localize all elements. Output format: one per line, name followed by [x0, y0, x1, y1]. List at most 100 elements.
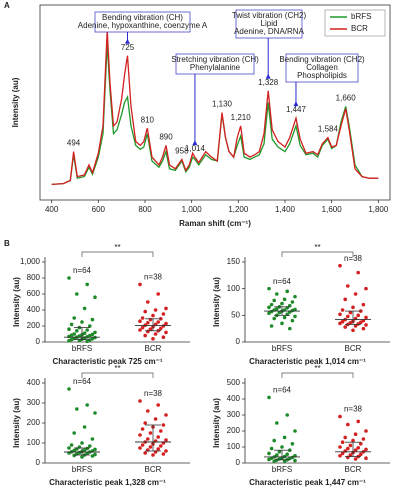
y-tick-label: 400 — [27, 305, 41, 314]
annotation-text: Twist vibration (CH2) — [232, 11, 307, 20]
dot — [346, 284, 350, 288]
annotation-text: Adenine, DNA/RNA — [234, 27, 304, 36]
dot — [143, 421, 147, 425]
x-tick-label: BCR — [345, 465, 362, 474]
dot — [285, 289, 290, 294]
dot — [267, 286, 271, 291]
dot — [72, 431, 76, 435]
x-tick-label: 1,800 — [368, 205, 389, 214]
x-tick-label: 800 — [138, 205, 152, 214]
dot — [280, 301, 284, 306]
y-tick-label: 0 — [236, 458, 241, 467]
dot — [148, 431, 153, 435]
y-tick-label: 0 — [36, 458, 41, 467]
dot — [351, 305, 355, 310]
dot — [69, 322, 74, 327]
dot — [159, 429, 163, 433]
dot — [75, 329, 79, 333]
dot — [343, 435, 348, 440]
dot — [156, 320, 160, 324]
y-tick-label: 500 — [227, 378, 241, 387]
dot — [88, 324, 92, 328]
annotation-text: Phospholipids — [297, 71, 347, 80]
dot — [340, 451, 345, 456]
peak-label: 494 — [67, 139, 81, 148]
y-tick-label: 1,000 — [20, 257, 41, 266]
dot — [146, 329, 150, 334]
y-tick-label: 100 — [27, 438, 41, 447]
dot — [267, 451, 271, 456]
dot — [267, 305, 271, 310]
dot — [353, 457, 358, 461]
y-axis-label: Intensity (au) — [212, 398, 221, 448]
significance-label: ** — [114, 364, 120, 373]
dot — [361, 302, 366, 307]
significance-label: ** — [314, 364, 320, 373]
dot — [82, 331, 87, 336]
dot — [140, 443, 145, 447]
dot — [85, 451, 89, 456]
dot — [356, 419, 361, 424]
dot — [77, 338, 82, 343]
dot — [82, 306, 87, 311]
dot — [351, 438, 355, 443]
dot — [356, 270, 361, 275]
dot — [153, 332, 158, 336]
dot — [348, 321, 353, 325]
panel-label: B — [4, 239, 10, 248]
dot — [290, 300, 295, 304]
y-tick-label: 300 — [227, 410, 241, 419]
n-label: n=64 — [273, 386, 292, 395]
dot — [353, 292, 358, 296]
y-tick-label: 150 — [227, 257, 241, 266]
dot — [164, 449, 168, 453]
y-tick-label: 300 — [27, 398, 41, 407]
dot — [164, 413, 168, 417]
dot — [269, 446, 274, 451]
peak-label: 1,130 — [212, 100, 233, 109]
dot — [143, 451, 147, 455]
dot — [269, 324, 274, 328]
x-tick-label: 1,000 — [182, 205, 203, 214]
dot — [343, 297, 348, 302]
dot — [285, 413, 290, 417]
x-tick-label: 1,600 — [322, 205, 343, 214]
dot — [361, 437, 366, 441]
dot — [364, 447, 368, 452]
dot — [138, 433, 142, 437]
dot — [146, 409, 150, 413]
dot — [80, 441, 84, 445]
annotation-box — [285, 53, 359, 83]
dot — [93, 330, 97, 335]
dot — [275, 292, 279, 296]
plot-title: Characteristic peak 725 cm⁻¹ — [52, 357, 162, 366]
dot — [93, 411, 97, 415]
dot — [277, 450, 282, 454]
y-tick-label: 50 — [231, 310, 240, 319]
dot — [159, 444, 163, 448]
dot — [67, 276, 71, 280]
dot — [85, 403, 89, 407]
significance-bracket — [281, 251, 354, 257]
dot — [164, 438, 168, 442]
dot — [85, 282, 89, 287]
dot — [348, 453, 353, 457]
dot — [293, 314, 297, 319]
legend-label: bRFS — [351, 12, 371, 21]
dot — [275, 453, 279, 457]
x-tick-label: 600 — [92, 205, 106, 214]
dot — [90, 437, 95, 441]
dot — [85, 328, 89, 332]
x-tick-label: 1,400 — [275, 205, 296, 214]
peak-label: 1,447 — [286, 105, 307, 114]
dot — [338, 321, 342, 326]
dot — [293, 429, 297, 433]
dot — [140, 427, 145, 431]
annotation-text: Bending vibration (CH2) — [279, 55, 365, 64]
y-tick-label: 200 — [27, 321, 41, 330]
y-axis-label: Intensity (au) — [12, 398, 21, 448]
dot — [146, 437, 150, 441]
dot — [151, 337, 155, 341]
dot — [267, 457, 271, 462]
